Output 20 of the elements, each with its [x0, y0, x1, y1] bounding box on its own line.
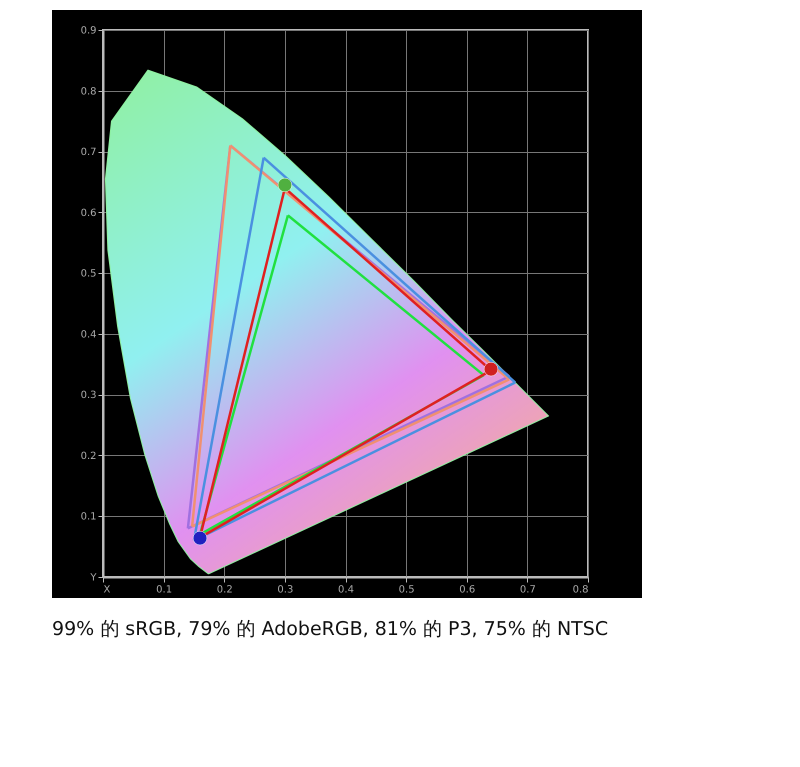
y-tick-label: 0.6: [80, 208, 96, 219]
x-tick-label: 0.8: [572, 584, 588, 596]
y-tick-label: 0.4: [80, 329, 96, 340]
x-tick-label: 0.2: [216, 584, 233, 596]
x-tick-label: 0.3: [277, 584, 294, 596]
x-tick-label: 0.5: [398, 584, 415, 596]
y-tick-label: 0.8: [80, 86, 96, 98]
y-tick-label: 0.1: [80, 512, 96, 523]
x-tick-label: 0.1: [156, 584, 172, 596]
x-tick-label: 0.6: [459, 584, 476, 596]
y-tick-label: 0.2: [80, 450, 96, 462]
y-tick-label: Y: [89, 572, 98, 584]
text: 99% 的 sRGB, 79% 的 AdobeRGB, 81% 的 P3, 75% 的 NTSC: [52, 617, 608, 642]
y-tick-label: 0.3: [80, 390, 96, 402]
x-tick-label: 0.4: [338, 584, 354, 596]
y-tick-label: 0.5: [80, 268, 96, 280]
x-tick-label: 0.7: [520, 584, 536, 596]
x-tick-label: X: [104, 584, 110, 596]
y-tick-label: 0.7: [80, 147, 96, 158]
y-tick-label: 0.9: [80, 26, 96, 36]
